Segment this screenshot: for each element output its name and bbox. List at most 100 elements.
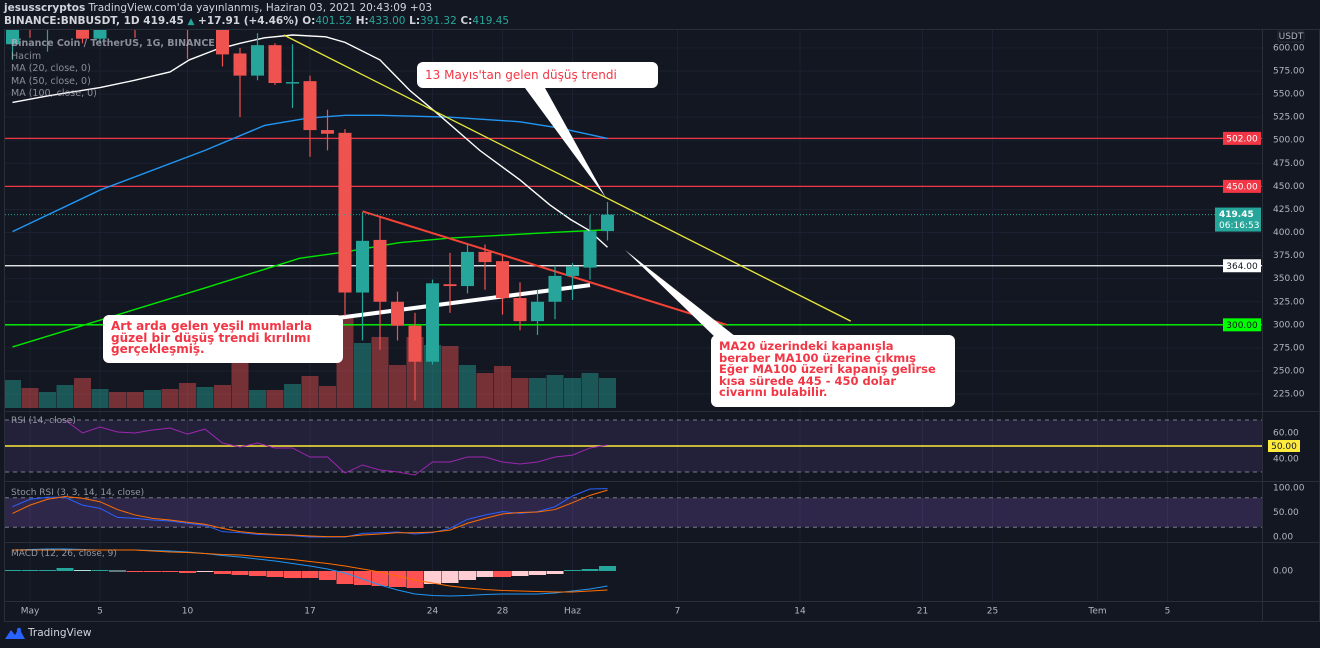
stoch-d-line	[12, 489, 608, 538]
candle-body	[338, 132, 352, 293]
last-price: 419.45	[143, 15, 184, 27]
time-tick-label: 17	[304, 607, 315, 617]
macd-histogram-bar	[91, 570, 109, 571]
stoch-k-line	[12, 488, 608, 538]
time-tick-label: 5	[97, 607, 103, 617]
price-tick-label: 250.00	[1273, 366, 1305, 376]
stoch-band	[5, 497, 1262, 528]
price-tick-label: 500.00	[1273, 136, 1305, 146]
trendline-white	[334, 283, 591, 321]
callout-line: kısa sürede 445 - 450 dolar	[719, 373, 897, 388]
ma100-line	[12, 229, 608, 348]
price-tick-label: 450.00	[1273, 182, 1305, 192]
close-value: 419.45	[472, 15, 510, 27]
volume-bar	[371, 337, 389, 408]
macd-histogram-bar	[424, 571, 441, 584]
stoch-tick-label: 100.00	[1273, 484, 1305, 494]
macd-histogram-bar	[354, 571, 371, 585]
ma20-line	[12, 34, 608, 248]
macd-histogram-bar	[249, 571, 266, 576]
price-pane[interactable]	[4, 0, 1262, 408]
price-tick-label: 375.00	[1273, 251, 1305, 261]
volume-bar	[214, 385, 231, 408]
callout-line: Art arda gelen yeşil mumlarla	[111, 319, 313, 333]
candle-body	[391, 301, 404, 326]
time-tick-label: 28	[497, 607, 509, 617]
price-tick-label: 475.00	[1273, 159, 1305, 169]
rsi-label[interactable]: RSI (14, close)	[11, 416, 76, 426]
macd-histogram-bar	[126, 571, 144, 572]
volume-bar	[56, 385, 74, 408]
time-tick-label: May	[21, 607, 40, 617]
volume-bar	[126, 392, 144, 408]
low-value: 391.32	[420, 15, 457, 27]
time-tick-label: 25	[987, 607, 998, 617]
indicator-panes[interactable]	[4, 419, 1262, 597]
last-price-label: 419.45	[1219, 210, 1254, 220]
candle-body	[268, 45, 282, 83]
volume-bar	[354, 343, 371, 408]
candle	[46, 30, 49, 52]
macd-histogram-bar	[389, 571, 406, 587]
author-name[interactable]: jesusscryptos	[4, 2, 86, 14]
candle-body	[548, 275, 562, 302]
macd-histogram-bar	[196, 571, 214, 572]
volume-bar	[144, 390, 161, 408]
macd-histogram-bar	[511, 571, 529, 576]
legend-ma50[interactable]: MA (50, close, 0)	[11, 75, 91, 87]
candle	[478, 244, 492, 290]
candle	[303, 75, 317, 157]
price-axis[interactable]: 600.00 575.00 550.00 525.00 500.00 475.00 450.…	[1215, 30, 1305, 577]
callout-line: Eğer MA100 üzeri kapanış gelirse	[719, 362, 936, 376]
price-tick-label: 525.00	[1273, 113, 1305, 123]
macd-label[interactable]: MACD (12, 26, close, 9)	[11, 549, 117, 559]
trendline-yellow	[283, 34, 852, 322]
time-axis[interactable]: May 5 10 17 24 28 Haz 7 14 21 25 Tem 5	[21, 607, 1171, 617]
trendline-red	[362, 210, 727, 326]
level-price-label: 502.00	[1226, 134, 1258, 144]
chart-legend: Binance Coin / TetherUS, 1G, BINANCE Hac…	[11, 38, 215, 101]
volume-bar	[564, 378, 581, 408]
legend-volume[interactable]: Hacim	[11, 50, 42, 62]
open-value: 401.52	[315, 15, 353, 27]
legend-ma20[interactable]: MA (20, close, 0)	[11, 63, 91, 74]
macd-histogram-bar	[21, 570, 39, 571]
candle-body	[583, 231, 597, 268]
time-tick-label: Haz	[564, 607, 581, 617]
macd-histogram-bar	[459, 571, 476, 580]
level-price-label: 300.00	[1226, 321, 1258, 331]
symbol[interactable]: BINANCE:BNBUSDT, 1D	[4, 15, 140, 27]
time-tick-label: 10	[182, 607, 194, 617]
candle-body	[478, 251, 492, 263]
tradingview-logo[interactable]: TradingView	[5, 627, 91, 639]
candle-body	[216, 30, 229, 55]
candle-body	[93, 30, 107, 39]
price-tick-label: 600.00	[1273, 43, 1305, 53]
currency-badge[interactable]	[1277, 30, 1305, 43]
stoch-rsi-label[interactable]: Stoch RSI (3, 3, 14, 14, close)	[11, 488, 145, 498]
macd-histogram-bar	[266, 571, 284, 577]
macd-histogram-bar	[39, 570, 56, 571]
candle-body	[461, 251, 474, 287]
legend-ma100[interactable]: MA (100, close, 0)	[11, 88, 97, 99]
candle	[461, 243, 474, 294]
candle	[373, 216, 387, 350]
candle-body	[356, 240, 369, 293]
volume-bar	[581, 373, 599, 408]
volume-bar	[74, 378, 91, 408]
macd-histogram-bar	[301, 571, 319, 578]
high-label: H:	[355, 15, 369, 27]
candle	[496, 255, 509, 315]
publish-date: TradingView.com'da yayınlanmış, Haziran …	[88, 2, 433, 14]
rsi-mid-badge	[1268, 440, 1300, 452]
candle	[531, 289, 544, 335]
currency-label: USDT	[1279, 32, 1304, 42]
macd-histogram-bar	[371, 571, 389, 586]
candle-body	[303, 81, 317, 131]
macd-histogram-bar	[529, 571, 546, 575]
candle-body	[251, 45, 264, 76]
callout-line: MA20 üzerindeki kapanışla	[719, 339, 894, 353]
macd-histogram-bar	[231, 571, 249, 575]
time-tick-label: 7	[675, 607, 681, 617]
